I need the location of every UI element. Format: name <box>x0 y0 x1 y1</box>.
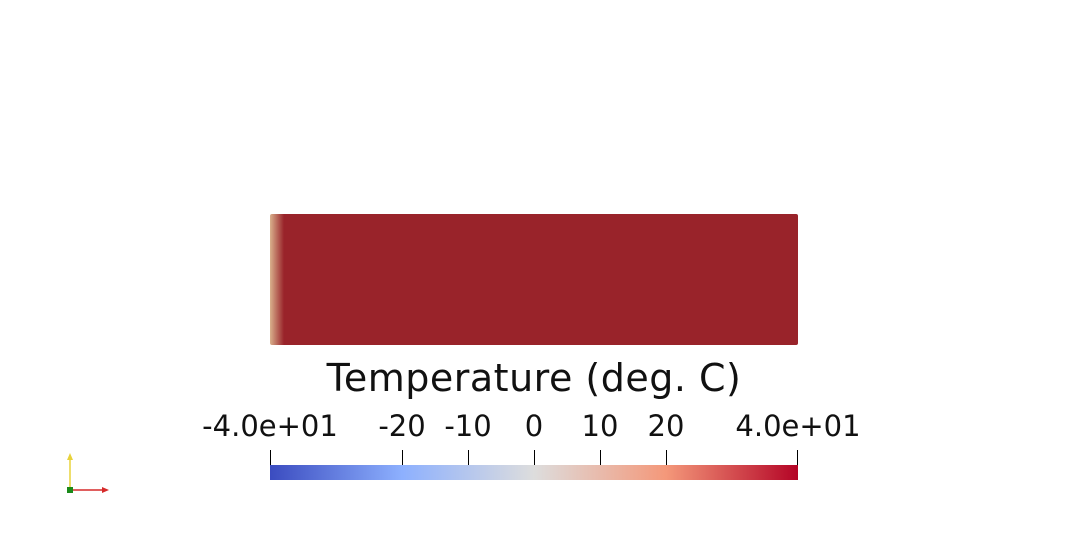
scalar-bar-tick-mark <box>600 450 601 472</box>
temperature-slab <box>270 214 798 345</box>
scalar-bar-tick-mark <box>534 450 535 472</box>
scalar-bar-tick-label: 20 <box>647 409 685 443</box>
scalar-bar-tick-label: -10 <box>444 409 492 443</box>
y-axis-arrow <box>67 453 73 460</box>
scalar-bar-tick-label: -20 <box>378 409 426 443</box>
scalar-bar-tick-label: 0 <box>524 409 544 443</box>
orientation-axes-icon <box>67 453 109 493</box>
scalar-bar-tick-mark <box>468 450 469 472</box>
scalar-bar-tick-label: 10 <box>581 409 619 443</box>
scalar-bar-tick-mark <box>666 450 667 472</box>
z-axis-marker <box>67 487 73 493</box>
x-axis-arrow <box>102 487 109 493</box>
scalar-bar-tick-mark <box>270 450 271 472</box>
scalar-bar-tick-label: -4.0e+01 <box>202 409 338 443</box>
scalar-bar-tick-label: 4.0e+01 <box>735 409 861 443</box>
scalar-bar-tick-mark <box>797 450 798 472</box>
scalar-bar-tick-mark <box>402 450 403 472</box>
scalar-bar-colorbar <box>270 465 798 480</box>
scalar-bar-title: Temperature (deg. C) <box>326 356 742 400</box>
